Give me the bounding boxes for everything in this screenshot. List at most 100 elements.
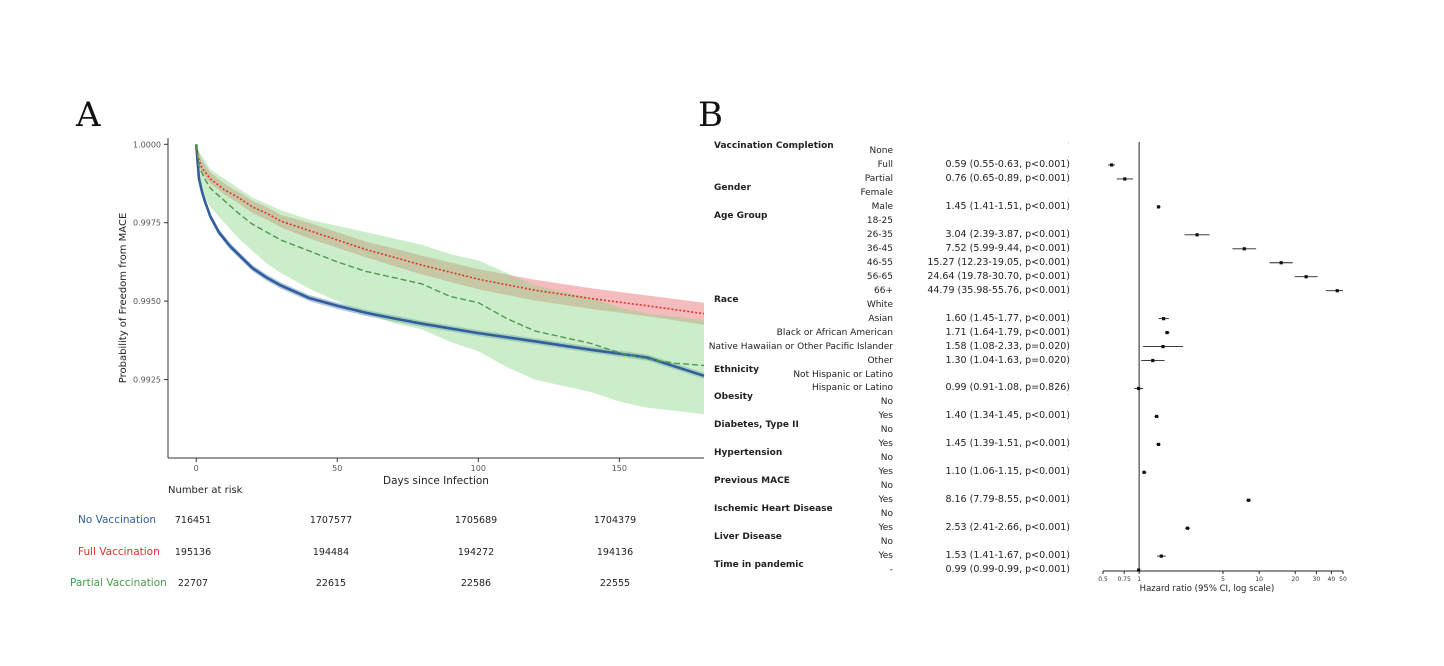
forest-level: Yes <box>878 551 893 562</box>
forest-level: White <box>866 299 893 310</box>
forest-point <box>1110 163 1114 167</box>
forest-point <box>1165 331 1169 335</box>
risk-value: 716451 <box>174 515 212 526</box>
forest-hr-text: 0.76 (0.65-0.89, p<0.001) <box>945 172 1070 184</box>
forest-point <box>1304 275 1308 279</box>
forest-hr-text: 8.16 (7.79-8.55, p<0.001) <box>945 494 1070 506</box>
forest-hr-text: 3.04 (2.39-3.87, p<0.001) <box>945 228 1070 240</box>
forest-point <box>1155 414 1159 419</box>
forest-x-tick-label: 5 <box>1221 576 1225 583</box>
forest-x-tick-label: 0.75 <box>1117 576 1131 583</box>
risk-value: 22555 <box>599 578 631 589</box>
forest-level: No <box>880 453 893 464</box>
forest-variable: Previous MACE <box>714 476 790 487</box>
forest-level: Hispanic or Latino <box>811 383 893 394</box>
survival-line-partial-vaccination <box>195 144 705 367</box>
y-tick-label: 0.9950 <box>133 297 161 306</box>
forest-x-tick-label: 10 <box>1255 576 1263 583</box>
forest-level: No <box>880 397 893 408</box>
risk-value: 1705689 <box>454 515 498 526</box>
forest-point <box>1142 470 1146 474</box>
forest-level: Male <box>871 201 893 212</box>
forest-hr-text: 1.53 (1.41-1.67, p<0.001) <box>945 550 1070 562</box>
forest-level: No <box>880 481 893 492</box>
risk-value: 1704379 <box>593 515 637 526</box>
risk-value: 195136 <box>174 547 212 558</box>
forest-point <box>1195 233 1199 237</box>
forest-level: Yes <box>878 523 893 534</box>
forest-level: Yes <box>878 411 893 422</box>
forest-level: Native Hawaiian or Other Pacific Islande… <box>708 341 893 352</box>
risk-value: 22586 <box>460 578 492 589</box>
forest-point <box>1156 442 1161 446</box>
forest-hr-text: 1.60 (1.45-1.77, p<0.001) <box>945 312 1070 324</box>
forest-level: Female <box>860 187 893 198</box>
forest-x-tick-label: 0.5 <box>1098 576 1108 583</box>
forest-level: Other <box>867 355 893 366</box>
forest-hr-text: 7.52 (5.99-9.44, p<0.001) <box>945 242 1070 254</box>
forest-hr-text: 15.27 (12.23-19.05, p<0.001) <box>927 256 1070 268</box>
risk-value: 22707 <box>177 578 209 589</box>
forest-point <box>1246 498 1251 502</box>
forest-level: Black or African American <box>776 327 893 338</box>
forest-hr-text: 1.58 (1.08-2.33, p=0.020) <box>945 340 1070 352</box>
forest-x-tick-label: 50 <box>1339 576 1347 583</box>
risk-row-label: Partial Vaccination <box>70 577 167 589</box>
risk-value: 194136 <box>596 547 634 558</box>
panel-b-label: B <box>698 95 723 135</box>
x-tick-label: 150 <box>612 464 627 473</box>
x-axis-label: Days since Infection <box>383 475 489 487</box>
forest-level: 66+ <box>874 285 893 296</box>
forest-level: No <box>880 509 893 520</box>
forest-level: 26-35 <box>866 229 893 240</box>
km-plot: 0.9925 0.9950 0.9975 1.0000 0 50 100 150 Days si… <box>118 138 705 487</box>
forest-hr-text: 1.10 (1.06-1.15, p<0.001) <box>945 466 1070 478</box>
risk-table-title: Number at risk <box>168 485 243 496</box>
panel-a-label: A <box>76 95 101 135</box>
forest-hr-text: 0.99 (0.99-0.99, p<0.001) <box>945 564 1070 576</box>
x-tick-label: 100 <box>471 464 486 473</box>
forest-variable: Liver Disease <box>714 532 782 543</box>
forest-variable: Race <box>714 294 739 305</box>
forest-point <box>1159 554 1163 558</box>
survival-line-no-vaccination <box>194 144 705 378</box>
forest-level: Yes <box>878 439 893 450</box>
survival-line-full-vaccination <box>195 150 705 315</box>
forest-variable: Age Group <box>714 210 768 221</box>
forest-level: 56-65 <box>866 271 893 282</box>
forest-hr-text: 1.71 (1.64-1.79, p<0.001) <box>945 326 1070 338</box>
forest-x-tick-label: 20 <box>1291 576 1299 583</box>
risk-value: 194272 <box>457 547 495 558</box>
risk-row-label: Full Vaccination <box>78 546 160 558</box>
forest-variable: Ischemic Heart Disease <box>714 504 833 515</box>
forest-variable: Diabetes, Type II <box>714 420 799 431</box>
forest-x-tick-label: 30 <box>1313 576 1321 583</box>
forest-point <box>1136 386 1141 391</box>
x-tick-label: 0 <box>194 464 199 473</box>
forest-x-tick-label: 40 <box>1328 576 1336 583</box>
forest-point <box>1161 344 1165 349</box>
forest-hr-text: 44.79 (35.98-55.76, p<0.001) <box>927 284 1070 296</box>
forest-level: - <box>889 565 893 576</box>
forest-point <box>1136 568 1141 572</box>
forest-point <box>1185 526 1190 530</box>
forest-point <box>1151 358 1155 363</box>
forest-level: No <box>880 425 893 436</box>
forest-point <box>1156 205 1161 209</box>
forest-hr-text: 1.45 (1.41-1.51, p<0.001) <box>945 200 1070 212</box>
forest-variable: Time in pandemic <box>714 560 804 571</box>
forest-level: Full <box>877 159 893 170</box>
forest-point <box>1162 317 1166 321</box>
forest-level: 18-25 <box>866 215 893 226</box>
forest-point <box>1123 177 1127 181</box>
forest-point <box>1335 289 1339 293</box>
forest-level: Not Hispanic or Latino <box>793 369 893 380</box>
forest-hr-text: 24.64 (19.78-30.70, p<0.001) <box>927 270 1070 282</box>
forest-point <box>1242 247 1246 251</box>
forest-variable: Ethnicity <box>714 364 759 375</box>
risk-value: 194484 <box>312 547 350 558</box>
y-tick-label: 0.9975 <box>133 219 161 228</box>
forest-x-axis-label: Hazard ratio (95% CI, log scale) <box>1140 584 1275 594</box>
forest-level: Yes <box>878 467 893 478</box>
forest-plot: 0.5 0.75 1 5 10 20 30 40 50 Hazard ratio (95% CI,… <box>1068 142 1347 594</box>
